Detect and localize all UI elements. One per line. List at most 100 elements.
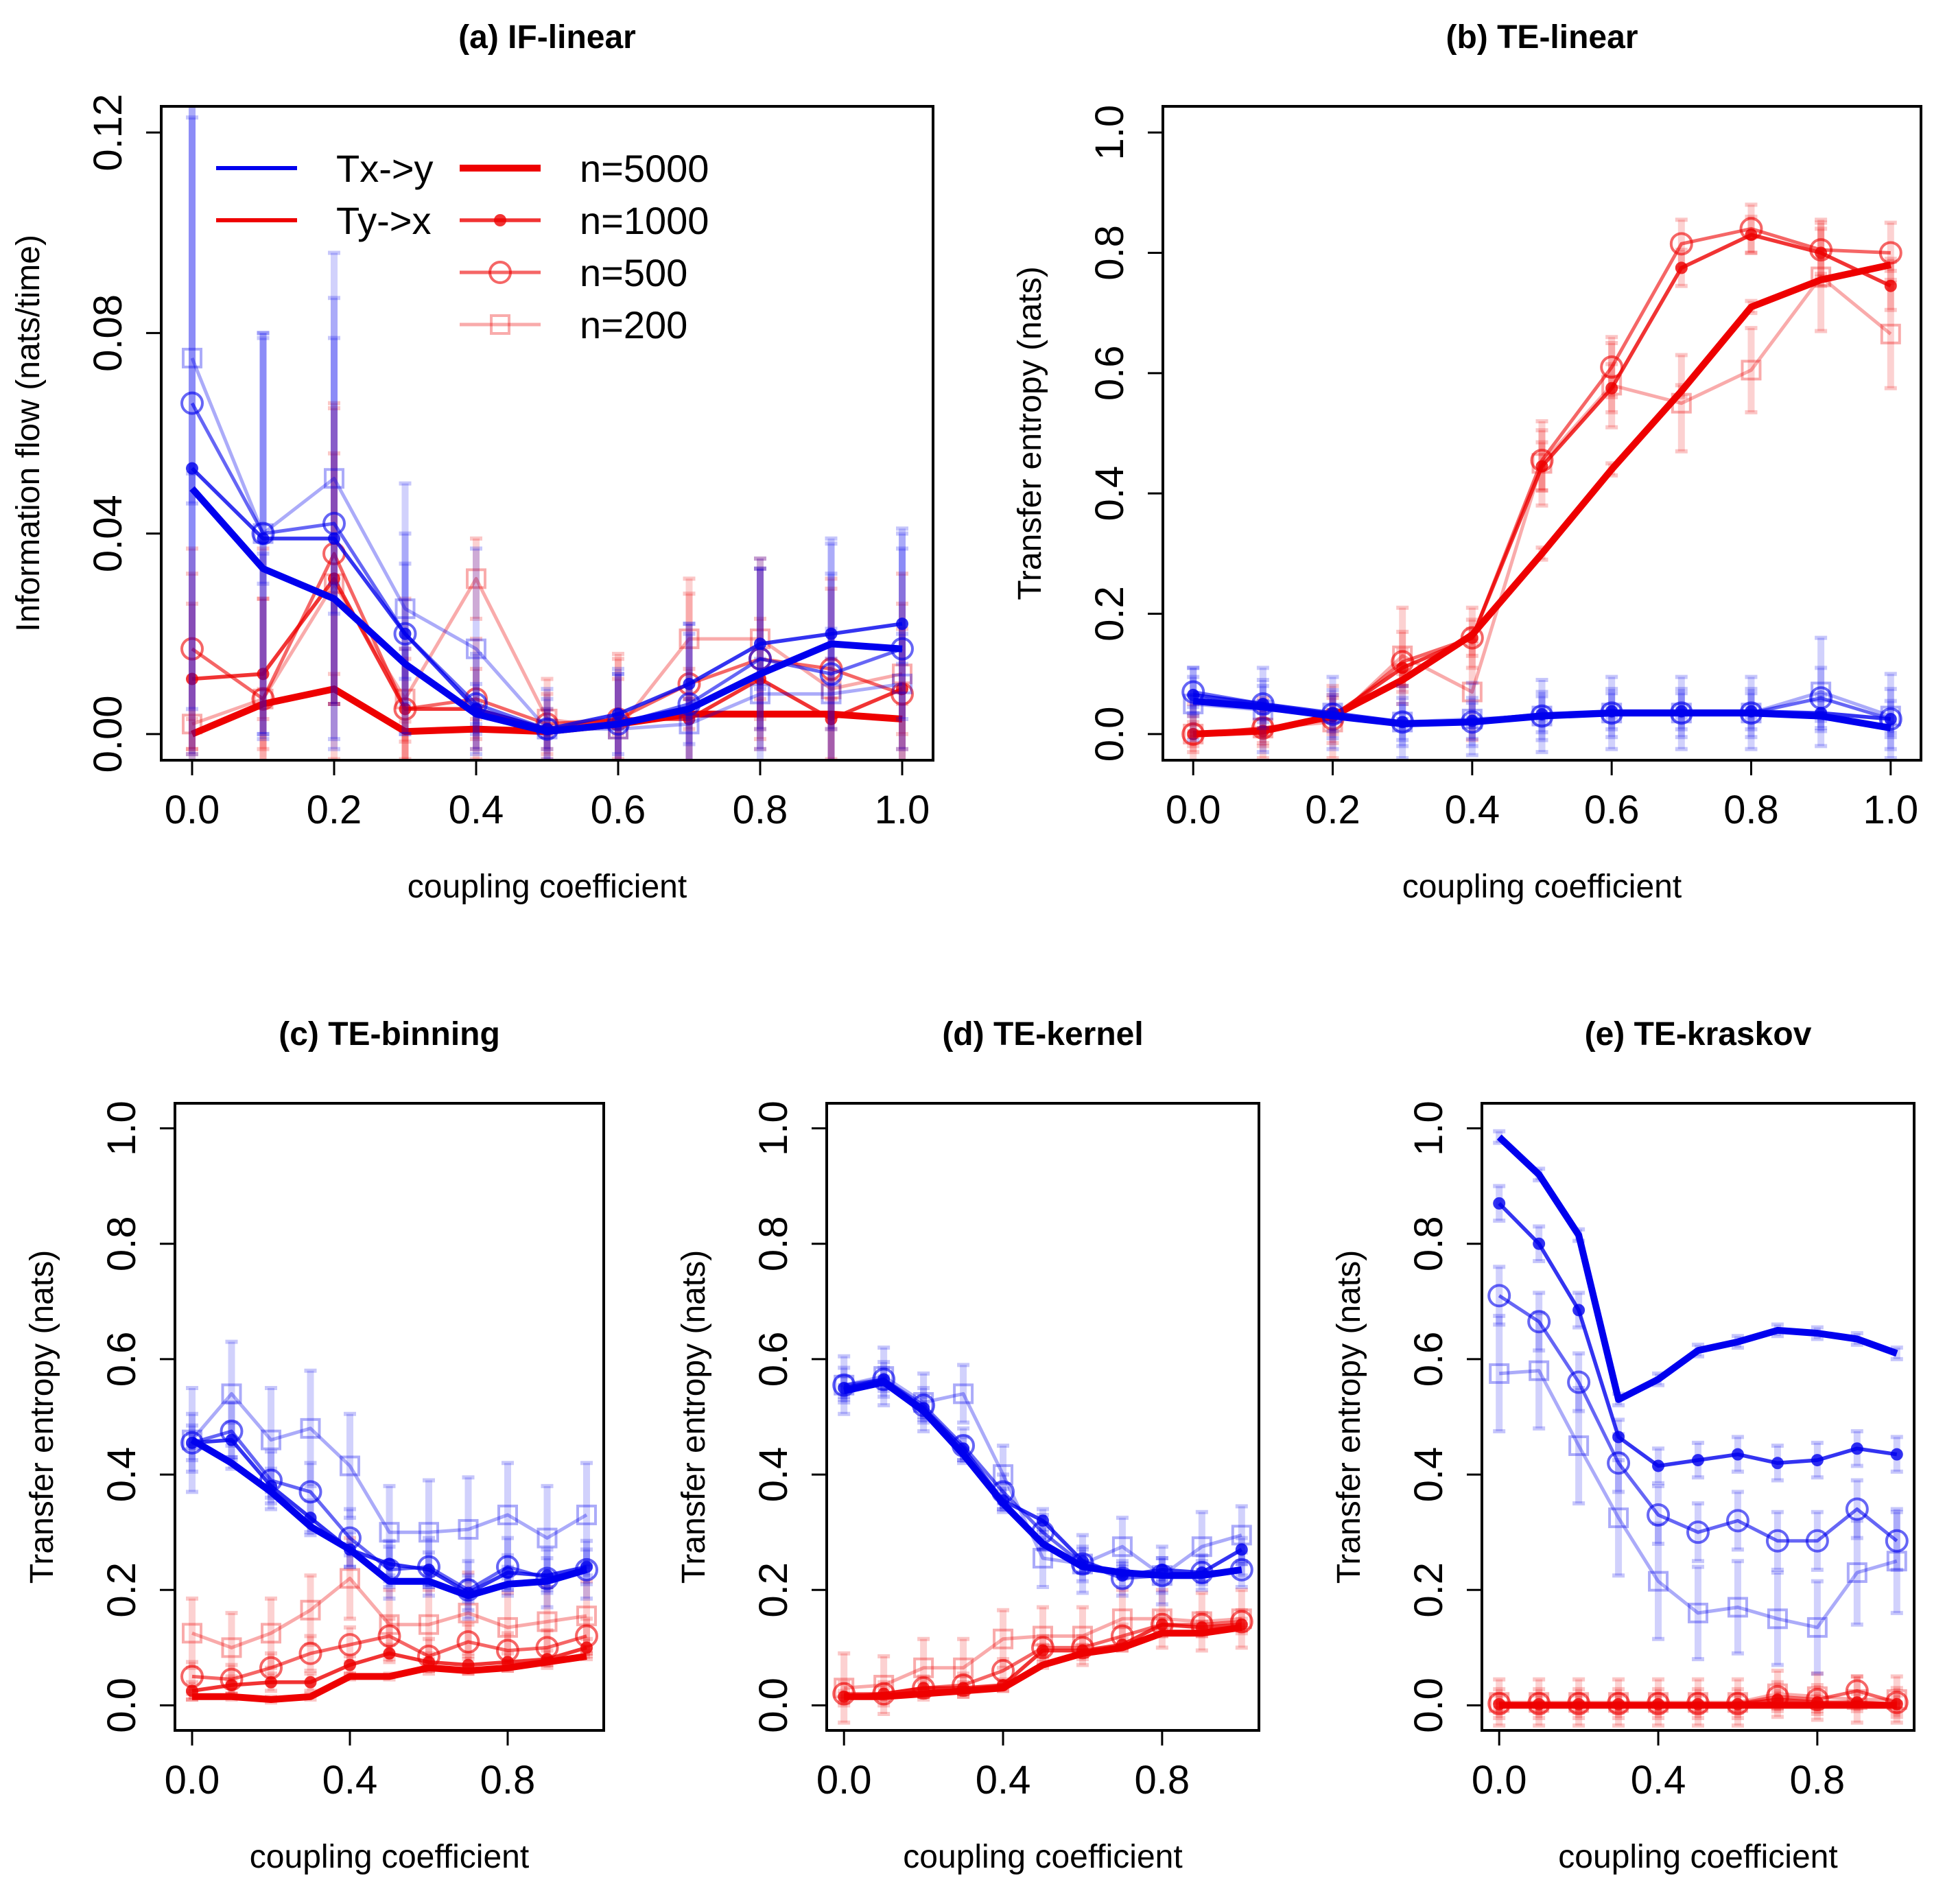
- data-point: [1890, 1448, 1903, 1461]
- data-point: [1669, 232, 1693, 256]
- data-point: [497, 1617, 518, 1638]
- legend-label: Ty->x: [336, 199, 431, 242]
- plot-area-c: [180, 1339, 598, 1705]
- series-line: [192, 1653, 587, 1703]
- data-point: [1815, 246, 1828, 259]
- data-point: [261, 1623, 281, 1644]
- x-tick-label: 0.4: [322, 1758, 378, 1802]
- y-axis-c: 0.0 0.2 0.4 0.6 0.8 1.0 Transfer entropy (nats…: [24, 1101, 175, 1733]
- data-point: [1675, 261, 1688, 274]
- x-tick-label: 0.0: [165, 788, 220, 832]
- legend-marker: [494, 214, 506, 226]
- data-point: [300, 1599, 321, 1621]
- chart-title: (c) TE-binning: [279, 1016, 500, 1053]
- data-point: [1692, 1454, 1704, 1467]
- series-line: [843, 1374, 1242, 1577]
- data-point: [225, 1679, 238, 1692]
- data-point: [953, 1383, 974, 1405]
- y-tick-label: 0.4: [1087, 466, 1132, 521]
- plot-frame: [160, 105, 934, 762]
- legend-label: n=5000: [580, 147, 709, 190]
- x-tick-label: 0.0: [165, 1758, 220, 1802]
- data-point: [1688, 1602, 1708, 1623]
- data-point: [993, 1464, 1014, 1485]
- series-e-ty-x-n-5000: [1493, 1700, 1903, 1711]
- x-axis-d: 0.0 0.4 0.8 coupling coefficient: [816, 1730, 1190, 1875]
- data-point: [1111, 1608, 1133, 1630]
- data-point: [580, 1641, 593, 1654]
- y-tick-label: 0.0: [751, 1678, 796, 1733]
- y-tick-label: 1.0: [751, 1101, 796, 1156]
- data-point: [952, 1673, 976, 1697]
- data-point: [1110, 1566, 1134, 1590]
- data-point: [1725, 1509, 1749, 1533]
- data-point: [399, 627, 412, 640]
- data-point: [182, 347, 202, 368]
- series-b-ty-x-n-1000: [1187, 214, 1897, 749]
- data-point: [340, 1568, 360, 1589]
- data-point: [1527, 1310, 1551, 1334]
- data-point: [1741, 360, 1762, 381]
- data-point: [394, 598, 416, 620]
- y-axis-label: Transfer entropy (nats): [24, 1250, 60, 1584]
- legend-label: Tx->y: [336, 147, 434, 190]
- series-line: [189, 486, 903, 736]
- x-tick-label: 0.2: [307, 788, 362, 832]
- data-point: [419, 1522, 439, 1543]
- series-line: [1496, 1134, 1898, 1403]
- data-point: [1767, 1608, 1788, 1630]
- data-point: [180, 637, 204, 661]
- data-point: [1648, 1571, 1669, 1592]
- data-point: [1850, 1442, 1863, 1455]
- y-axis-d: 0.0 0.2 0.4 0.6 0.8 1.0 Transfer entropy (nats…: [676, 1101, 827, 1733]
- y-axis-a: 0.00 0.04 0.08 0.12 Information flow (nats/t…: [10, 94, 161, 773]
- y-axis-label: Transfer entropy (nats): [1331, 1250, 1367, 1584]
- series-e-tx-y-n-200: [1489, 1311, 1907, 1676]
- y-tick-label: 0.2: [1406, 1562, 1451, 1618]
- data-point: [1765, 1529, 1789, 1553]
- data-point: [1031, 1636, 1054, 1660]
- data-point: [225, 1433, 238, 1446]
- chart-title: (e) TE-kraskov: [1585, 1016, 1812, 1053]
- data-point: [576, 1504, 597, 1525]
- data-point: [1568, 1435, 1590, 1457]
- y-tick-label: 0.2: [751, 1562, 796, 1618]
- series-a-tx-y-n-5000: [186, 471, 908, 739]
- y-tick-label: 0.6: [751, 1332, 796, 1387]
- data-point: [186, 462, 198, 475]
- data-point: [1647, 1503, 1671, 1527]
- x-axis-label: coupling coefficient: [1402, 869, 1682, 905]
- x-tick-label: 0.8: [480, 1758, 536, 1802]
- data-point: [1529, 1360, 1550, 1381]
- data-point: [1535, 460, 1548, 473]
- data-point: [186, 672, 198, 685]
- data-point: [328, 532, 340, 545]
- data-point: [502, 1566, 514, 1579]
- y-tick-label: 0.6: [1087, 346, 1132, 401]
- x-tick-label: 0.8: [1790, 1758, 1846, 1802]
- series-e-tx-y-n-5000: [1493, 1129, 1903, 1408]
- y-tick-label: 0.8: [751, 1216, 796, 1271]
- x-tick-label: 0.4: [1631, 1758, 1686, 1802]
- x-tick-label: 1.0: [1863, 788, 1918, 832]
- data-point: [872, 1367, 896, 1391]
- data-point: [1155, 1618, 1168, 1631]
- y-axis-label: Information flow (nats/time): [10, 235, 47, 632]
- plot-frame: [825, 1102, 1260, 1732]
- data-point: [1805, 1529, 1829, 1553]
- y-tick-label: 1.0: [1406, 1101, 1451, 1156]
- data-point: [1880, 323, 1901, 344]
- data-point: [1605, 381, 1618, 395]
- x-axis-e: 0.0 0.4 0.8 coupling coefficient: [1472, 1730, 1845, 1875]
- data-point: [1608, 1507, 1629, 1529]
- data-point: [537, 1527, 558, 1549]
- data-point: [298, 1641, 322, 1665]
- y-tick-label: 0.00: [86, 695, 130, 773]
- y-tick-label: 0.2: [99, 1562, 144, 1618]
- data-point: [679, 628, 700, 650]
- data-point: [261, 1429, 281, 1450]
- data-point: [1727, 1597, 1748, 1618]
